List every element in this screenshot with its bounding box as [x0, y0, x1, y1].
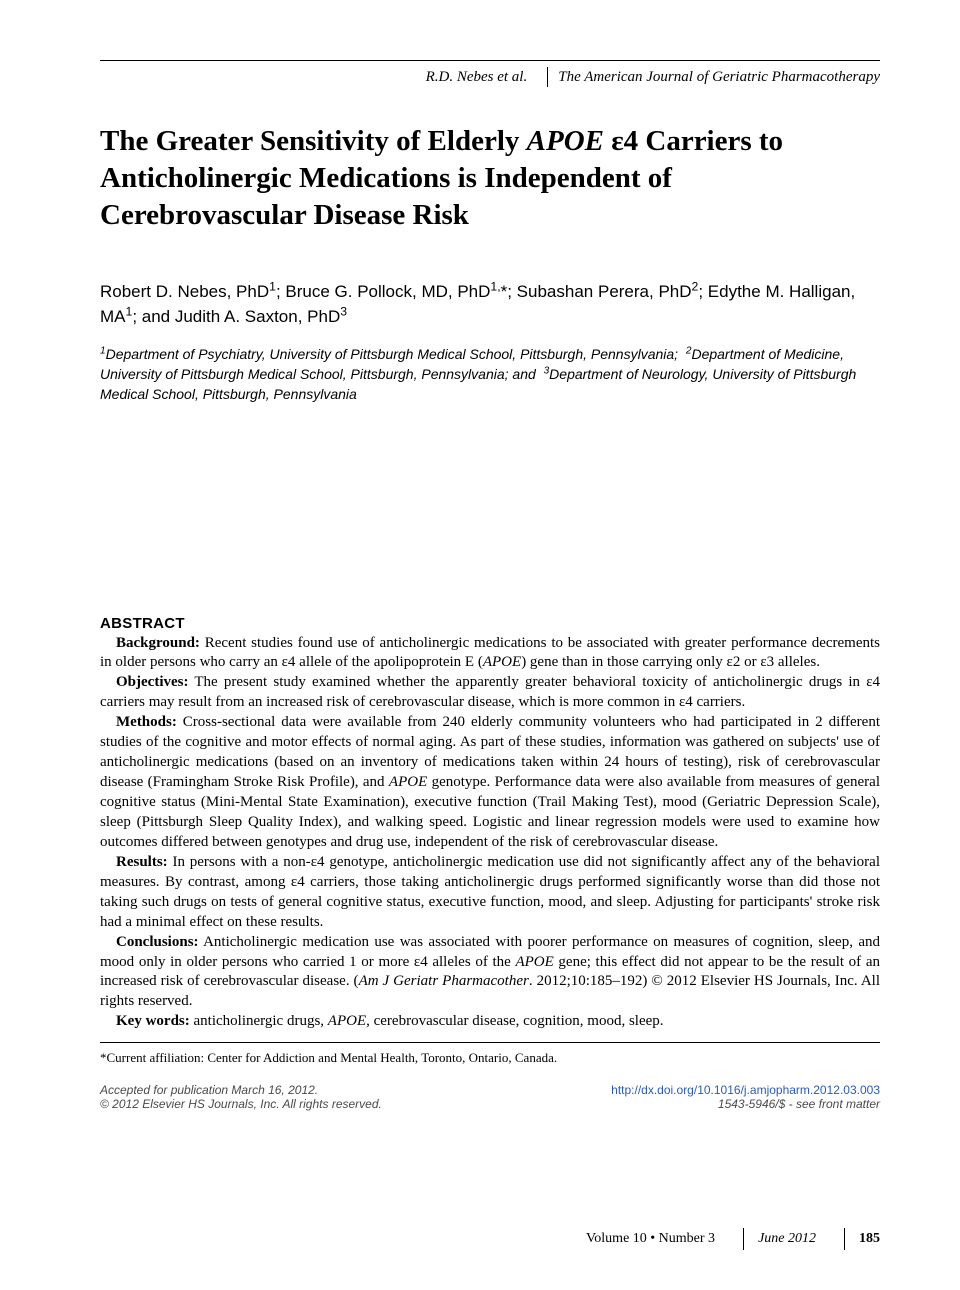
copyright-line: © 2012 Elsevier HS Journals, Inc. All ri…: [100, 1097, 382, 1111]
abstract-heading: ABSTRACT: [100, 615, 880, 632]
article-title: The Greater Sensitivity of Elderly APOE …: [100, 123, 820, 234]
abstract-section: Conclusions: Anticholinergic medication …: [100, 933, 880, 1013]
pubinfo-right: http://dx.doi.org/10.1016/j.amjopharm.20…: [611, 1083, 880, 1111]
affiliations: 1Department of Psychiatry, University of…: [100, 344, 880, 405]
abstract-body: Background: Recent studies found use of …: [100, 634, 880, 1033]
footer-volume: Volume 10 • Number 3: [586, 1231, 729, 1247]
footnote-rule: [100, 1042, 880, 1043]
running-head-divider: [547, 67, 548, 87]
pubinfo-left: Accepted for publication March 16, 2012.…: [100, 1083, 382, 1111]
running-head-journal: The American Journal of Geriatric Pharma…: [558, 69, 880, 86]
footer-divider-1: [743, 1228, 744, 1250]
footer-page-number: 185: [859, 1231, 880, 1247]
footer-divider-2: [844, 1228, 845, 1250]
abstract-section: Background: Recent studies found use of …: [100, 634, 880, 674]
issn-line: 1543-5946/$ - see front matter: [611, 1097, 880, 1111]
abstract-section: Results: In persons with a non-ɛ4 genoty…: [100, 853, 880, 933]
abstract-section: Objectives: The present study examined w…: [100, 673, 880, 713]
journal-page: R.D. Nebes et al. The American Journal o…: [0, 0, 960, 1290]
corresponding-footnote: *Current affiliation: Center for Addicti…: [100, 1049, 880, 1067]
top-rule: [100, 60, 880, 61]
abstract-section: Key words: anticholinergic drugs, APOE, …: [100, 1012, 880, 1032]
author-list: Robert D. Nebes, PhD1; Bruce G. Pollock,…: [100, 280, 880, 329]
running-head-authors: R.D. Nebes et al.: [426, 69, 538, 86]
abstract-section: Methods: Cross-sectional data were avail…: [100, 713, 880, 853]
page-footer: Volume 10 • Number 3 June 2012 185: [100, 1228, 880, 1250]
publication-info: Accepted for publication March 16, 2012.…: [100, 1083, 880, 1111]
running-head: R.D. Nebes et al. The American Journal o…: [100, 67, 880, 87]
abstract-block: ABSTRACT Background: Recent studies foun…: [100, 615, 880, 1033]
doi-link[interactable]: http://dx.doi.org/10.1016/j.amjopharm.20…: [611, 1083, 880, 1097]
accepted-date: Accepted for publication March 16, 2012.: [100, 1083, 382, 1097]
footer-issue: June 2012: [758, 1231, 830, 1247]
